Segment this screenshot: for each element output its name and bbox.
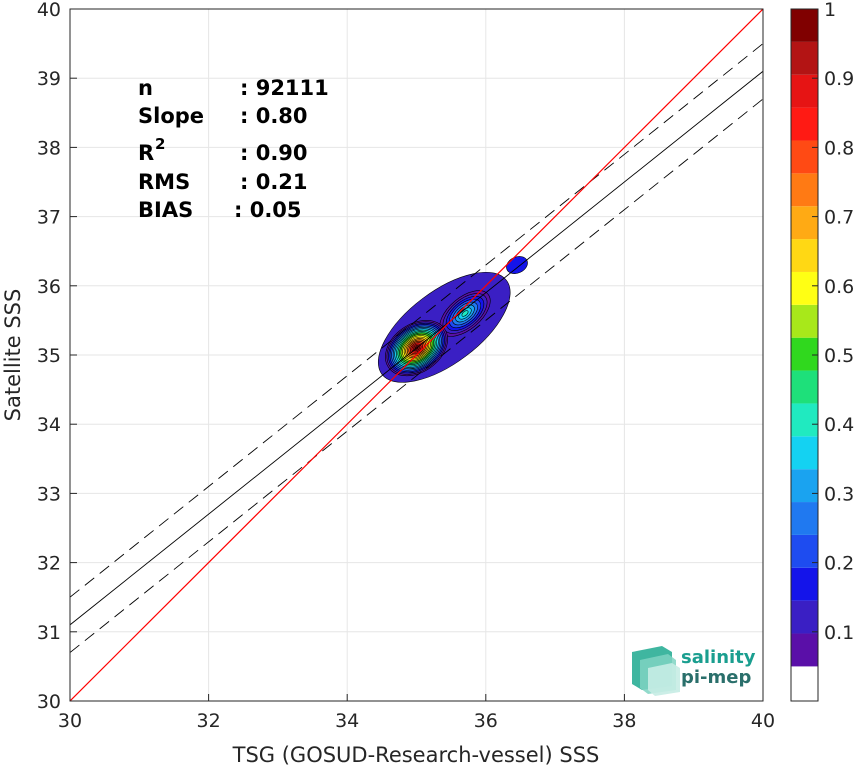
y-tick-label-30: 30 — [37, 691, 61, 713]
y-tick-label-36: 36 — [37, 276, 61, 298]
y-tick-label-40: 40 — [37, 0, 61, 21]
colorbar-segment-15 — [791, 173, 818, 207]
colorbar-tick-label-0.7: 0.7 — [824, 207, 854, 229]
x-tick-label-30: 30 — [58, 710, 82, 732]
colorbar-segment-1 — [791, 633, 818, 667]
logo-waves-icon — [632, 646, 680, 696]
x-axis-label: TSG (GOSUD-Research-vessel) SSS — [232, 743, 600, 767]
colorbar-tick-label-0.9: 0.9 — [824, 68, 854, 90]
stat-bias-label: BIAS — [138, 198, 193, 222]
colorbar-segment-18 — [791, 74, 818, 108]
colorbar-segment-19 — [791, 41, 818, 75]
colorbar-segment-5 — [791, 502, 818, 535]
colorbar-segment-16 — [791, 140, 818, 174]
y-tick-label-34: 34 — [37, 414, 61, 436]
y-tick-label-38: 38 — [37, 137, 61, 159]
x-tick-label-32: 32 — [197, 710, 221, 732]
colorbar-tick-label-0.1: 0.1 — [824, 622, 854, 644]
y-axis-label: Satellite SSS — [1, 289, 25, 422]
x-tick-label-38: 38 — [612, 710, 636, 732]
colorbar-segment-7 — [791, 436, 818, 470]
colorbar-segment-14 — [791, 206, 818, 240]
colorbar-segment-10 — [791, 337, 818, 371]
lower-band-line — [70, 98, 763, 653]
x-tick-label-34: 34 — [335, 710, 359, 732]
logo-line1: salinity — [681, 647, 756, 668]
y-axis-ticks: 30 31 32 33 34 35 36 37 38 39 40 — [37, 0, 77, 713]
y-tick-label-31: 31 — [37, 622, 61, 644]
fit-line — [70, 70, 763, 626]
colorbar-segment-11 — [791, 304, 818, 338]
x-axis-ticks: 30 32 34 36 38 40 — [58, 694, 775, 732]
grid — [69, 8, 764, 702]
stat-rms-label: RMS — [138, 170, 190, 194]
y-tick-label-37: 37 — [37, 207, 61, 229]
colorbar-tick-label-0.8: 0.8 — [824, 137, 854, 159]
colorbar-segment-3 — [791, 567, 818, 601]
y-tick-label-32: 32 — [37, 553, 61, 575]
stat-r2-sup: 2 — [155, 135, 165, 153]
colorbar-tick-label-1: 1 — [824, 0, 836, 21]
y-tick-label-35: 35 — [37, 345, 61, 367]
identity-line — [70, 9, 763, 701]
colorbar-tick-label-0.4: 0.4 — [824, 414, 854, 436]
colorbar-tick-label-0.6: 0.6 — [824, 276, 854, 298]
colorbar-tick-label-0.2: 0.2 — [824, 553, 854, 575]
stat-r2-label: R — [138, 141, 154, 165]
x-tick-label-40: 40 — [751, 710, 775, 732]
colorbar-ticks: 0.1 0.2 0.3 0.4 0.5 0.6 0.7 0.8 0.9 1 — [812, 0, 854, 644]
colorbar-segment-2 — [791, 600, 818, 634]
stat-n-value: : 92111 — [240, 76, 329, 100]
colorbar-segment-9 — [791, 370, 818, 404]
colorbar-segment-17 — [791, 107, 818, 141]
colorbar-segment-20 — [791, 9, 818, 42]
stat-slope-value: : 0.80 — [240, 104, 308, 128]
upper-band-line — [70, 43, 763, 598]
colorbar-segment-6 — [791, 469, 818, 503]
colorbar-segment-0 — [791, 666, 818, 701]
regression-lines — [70, 9, 763, 701]
colorbar-segment-8 — [791, 403, 818, 437]
stat-bias-value: : 0.05 — [234, 198, 302, 222]
y-tick-label-33: 33 — [37, 483, 61, 505]
colorbar-tick-label-0.3: 0.3 — [824, 483, 854, 505]
colorbar-segment-13 — [791, 239, 818, 272]
stats-box: n : 92111 Slope : 0.80 R 2 : 0.90 RMS : … — [138, 76, 329, 222]
x-tick-label-36: 36 — [474, 710, 498, 732]
salinity-pi-mep-logo: salinity pi-mep — [632, 646, 756, 696]
colorbar — [791, 9, 818, 701]
colorbar-segment-12 — [791, 271, 818, 305]
stat-slope-label: Slope — [138, 104, 204, 128]
logo-line2: pi-mep — [681, 667, 751, 688]
stat-n-label: n — [138, 76, 153, 100]
stat-r2-value: : 0.90 — [240, 141, 308, 165]
stat-rms-value: : 0.21 — [240, 170, 308, 194]
colorbar-tick-label-0.5: 0.5 — [824, 345, 854, 367]
y-tick-label-39: 39 — [37, 68, 61, 90]
density-lobe-secondary-level-8 — [461, 310, 469, 317]
